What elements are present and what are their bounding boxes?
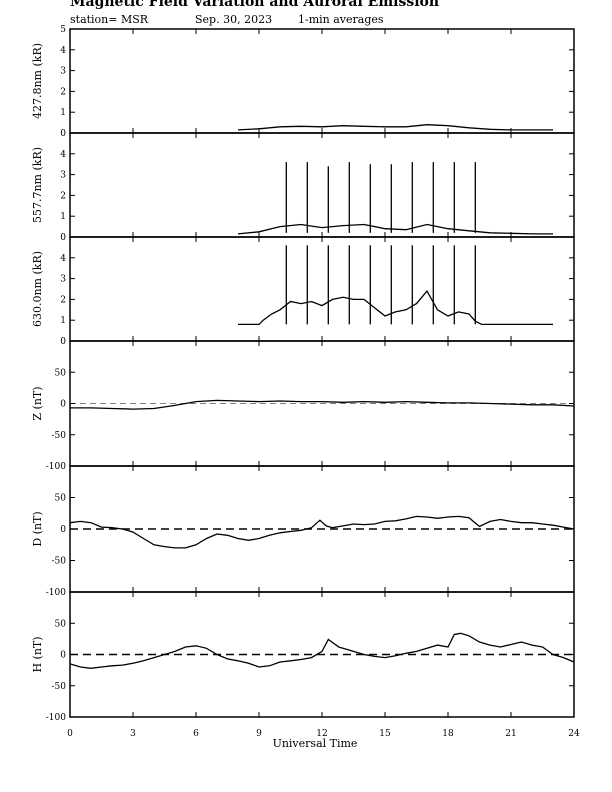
ylabel-427: 427.8nm (kR): [31, 43, 44, 119]
ytick-label-H: -50: [52, 682, 67, 692]
ytick-label-427: 5: [60, 25, 66, 35]
averaging-label: 1-min averages: [298, 13, 384, 26]
ytick-label-630: 3: [60, 275, 66, 285]
ytick-label-427: 3: [60, 67, 66, 77]
ytick-label-427: 4: [60, 46, 66, 56]
ytick-label-427: 0: [60, 129, 66, 139]
series-line-D: [69, 515, 575, 549]
ytick-label-H: -100: [46, 713, 66, 723]
ytick-label-630: 0: [60, 337, 66, 347]
series-line-427: [237, 124, 553, 131]
ytick-label-630: 4: [60, 254, 66, 264]
ytick-label-557: 3: [60, 171, 66, 181]
ylabel-557: 557.7nm (kR): [31, 147, 44, 223]
ytick-label-H: 50: [55, 619, 67, 629]
panel-frame-427: [69, 28, 575, 134]
xaxis-label: Universal Time: [273, 737, 358, 750]
panel-frame-630: [69, 236, 575, 342]
ytick-label-557: 0: [60, 233, 66, 243]
ylabel-D: D (nT): [31, 511, 44, 546]
chart-title: Magnetic Field Variation and Auroral Emi…: [70, 0, 440, 10]
station-label: station= MSR: [70, 13, 149, 26]
xtick-label: 9: [256, 729, 262, 739]
ylabel-H: H (nT): [31, 636, 44, 672]
ytick-label-D: 0: [60, 525, 66, 535]
xtick-label: 3: [130, 729, 136, 739]
ytick-label-Z: -50: [52, 431, 67, 441]
series-line-H: [69, 632, 575, 669]
series-line-557: [237, 223, 553, 235]
ytick-label-Z: -100: [46, 462, 66, 472]
xtick-label: 21: [505, 729, 516, 739]
ytick-label-Z: 50: [55, 368, 67, 378]
series-line-Z: [70, 399, 575, 410]
ytick-label-D: -50: [52, 557, 67, 567]
ytick-label-557: 2: [60, 191, 66, 201]
ytick-label-H: 0: [60, 651, 66, 661]
series-line-630: [238, 289, 553, 326]
ytick-label-630: 1: [60, 316, 66, 326]
xtick-label: 18: [442, 729, 454, 739]
xtick-label: 0: [67, 729, 73, 739]
xtick-label: 24: [568, 729, 580, 739]
date-label: Sep. 30, 2023: [195, 13, 273, 26]
ytick-label-427: 1: [60, 108, 66, 118]
ytick-label-Z: 0: [60, 400, 66, 410]
ylabel-630: 630.0nm (kR): [31, 251, 44, 327]
xtick-label: 15: [379, 729, 391, 739]
ytick-label-D: 50: [55, 494, 67, 504]
ytick-label-D: -100: [46, 588, 66, 598]
ytick-label-427: 2: [60, 87, 66, 97]
xtick-label: 6: [193, 729, 199, 739]
ytick-label-557: 1: [60, 212, 66, 222]
ytick-label-630: 2: [60, 295, 66, 305]
ytick-label-557: 4: [60, 150, 66, 160]
panel-frame-557: [69, 132, 575, 238]
ylabel-Z: Z (nT): [31, 386, 44, 420]
xtick-label: 12: [316, 729, 327, 739]
